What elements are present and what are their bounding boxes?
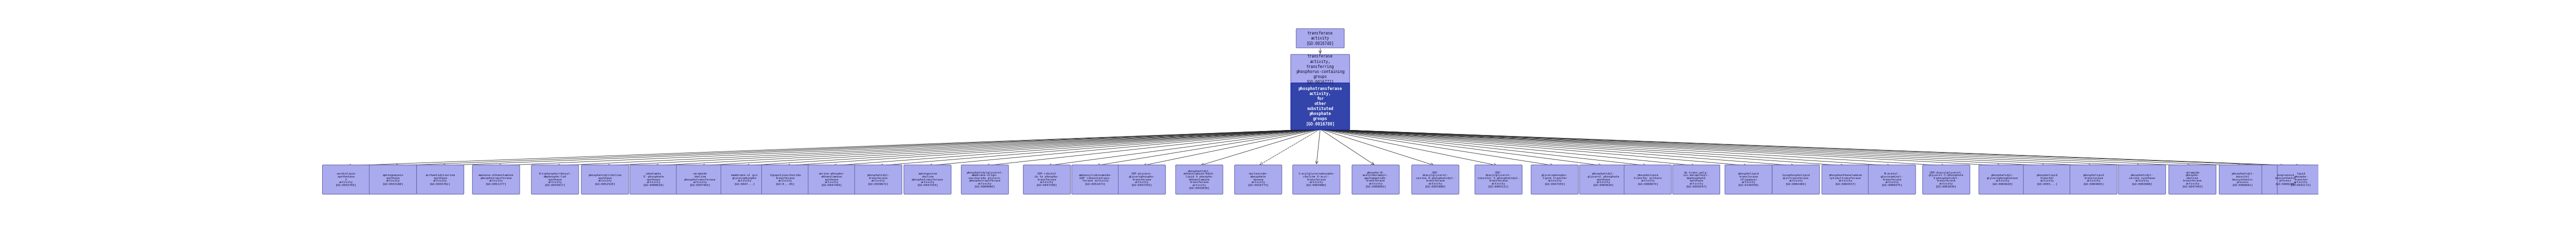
FancyBboxPatch shape	[2218, 165, 2267, 194]
FancyBboxPatch shape	[1726, 165, 1772, 194]
Text: phosphatidyl-
serine synthase
activity
[GO:0003988]: phosphatidyl- serine synthase activity […	[2128, 174, 2156, 185]
FancyBboxPatch shape	[2169, 165, 2215, 194]
Text: phospholipid
translocase
(flippase)
activity
[GO:0140359]: phospholipid translocase (flippase) acti…	[1739, 173, 1759, 186]
FancyBboxPatch shape	[1293, 165, 1340, 194]
Text: trisphosphoribosyl-
dephospho-CoA
synthase
activity
[GO:0043917]: trisphosphoribosyl- dephospho-CoA syntha…	[538, 173, 572, 186]
Text: phosphatidyl-
glycerophosphatase
activity
[GO:0004620]: phosphatidyl- glycerophosphatase activit…	[1986, 174, 2017, 185]
FancyBboxPatch shape	[721, 165, 768, 194]
FancyBboxPatch shape	[2117, 165, 2166, 194]
Text: CDP-glycero-
glycerophospho-
transferase
activity
[GO:0047355]: CDP-glycero- glycerophospho- transferase…	[1128, 173, 1154, 186]
FancyBboxPatch shape	[1234, 165, 1283, 194]
Text: CDP-ribitol
ib to phospho-
transferase
activity
[GO:0047358]: CDP-ribitol ib to phospho- transferase a…	[1036, 173, 1059, 186]
Text: phosphatidyl-
inositol
biosynthetic
process
[GO:0006661]: phosphatidyl- inositol biosynthetic proc…	[2231, 173, 2254, 186]
FancyBboxPatch shape	[1118, 165, 1164, 194]
Text: cobalamin
5'-phosphate
synthase
activity
[GO:0008818]: cobalamin 5'-phosphate synthase activity…	[644, 173, 665, 186]
FancyBboxPatch shape	[531, 165, 580, 194]
Text: phosphatidyl-
transferase
activity
[GO:0030672]: phosphatidyl- transferase activity [GO:0…	[868, 174, 889, 185]
Text: glycerophospho-
lipid transfer
activity
[GO:0047355]: glycerophospho- lipid transfer activity …	[1540, 174, 1569, 185]
Text: phosphatidylglycerol-
membrane-oligo-
saccharide glycero-
phosphotransferase
act: phosphatidylglycerol- membrane-oligo- sa…	[966, 171, 1002, 188]
Text: archaetidylserine
synthase
activity
[GO:0043761]: archaetidylserine synthase activity [GO:…	[425, 174, 456, 185]
FancyBboxPatch shape	[809, 165, 855, 194]
FancyBboxPatch shape	[677, 165, 724, 194]
FancyBboxPatch shape	[2022, 165, 2071, 194]
Text: sphingomyein
synthase
activity
[GO:0033188]: sphingomyein synthase activity [GO:00331…	[381, 174, 404, 185]
Text: phosphoethanolamine
cytidyltransferase
activity
[GO:0004557]: phosphoethanolamine cytidyltransferase a…	[1829, 174, 1862, 185]
FancyBboxPatch shape	[2262, 165, 2308, 194]
Text: phospholipid
transfer
activity
[GO:0055...]: phospholipid transfer activity [GO:0055.…	[2038, 174, 2058, 185]
FancyBboxPatch shape	[1291, 83, 1350, 130]
FancyBboxPatch shape	[629, 165, 677, 194]
Text: lipopolysaccharide
transferase
activity
[GO:0...95]: lipopolysaccharide transferase activity …	[770, 174, 801, 185]
FancyBboxPatch shape	[1175, 165, 1224, 194]
FancyBboxPatch shape	[2071, 165, 2117, 194]
Text: transferase
activity
[GO:0016740]: transferase activity [GO:0016740]	[1306, 31, 1334, 46]
Text: CDP-diacylglycerol-
glycerol-3-phosphate
3-phosphatidyl-
transferase
activity
[G: CDP-diacylglycerol- glycerol-3-phosphate…	[1929, 171, 1963, 188]
FancyBboxPatch shape	[1023, 165, 1072, 194]
Text: CDP-
diacylglycerol-
inositol 3-phosphatidyl-
transferase
activity
[GO:0004121]: CDP- diacylglycerol- inositol 3-phosphat…	[1479, 171, 1520, 188]
Text: phosphatidylcholine
synthase
activity
[GO:0052520]: phosphatidylcholine synthase activity [G…	[587, 174, 621, 185]
Text: adenosylcobinamide-
GDP ribazoletrans-
ferase activity
[GO:0051073]: adenosylcobinamide- GDP ribazoletrans- f…	[1079, 174, 1113, 185]
FancyBboxPatch shape	[1412, 165, 1458, 194]
FancyBboxPatch shape	[1772, 165, 1819, 194]
FancyBboxPatch shape	[1672, 165, 1721, 194]
Text: lysophospholipid
acyltransferase
activity
[GO:0004465]: lysophospholipid acyltransferase activit…	[1783, 174, 1811, 185]
FancyBboxPatch shape	[1978, 165, 2027, 194]
FancyBboxPatch shape	[762, 165, 809, 194]
Text: cardiolipin
synthetase
2
activity
[GO:0043783]: cardiolipin synthetase 2 activity [GO:00…	[335, 173, 355, 186]
Text: N-acetyl-
glucosaminyl-
transferase
activity
[GO:0008375]: N-acetyl- glucosaminyl- transferase acti…	[1880, 173, 1904, 186]
Text: phospholipid
translocase
activity
[GO:0004065]: phospholipid translocase activity [GO:00…	[2084, 174, 2105, 185]
Text: ceramide
choline
phosphotransferase
activity
[GO:0047463]: ceramide choline phosphotransferase acti…	[685, 173, 716, 186]
FancyBboxPatch shape	[1623, 165, 1672, 194]
FancyBboxPatch shape	[368, 165, 417, 194]
Text: CDP-
diacylglycerol-
serine O-phosphatidyl-
transferase
activity
[GO:0003988]: CDP- diacylglycerol- serine O-phosphatid…	[1417, 171, 1455, 188]
Text: membrane-ol gcs
glycerophospho
activity
[GO:0047...]: membrane-ol gcs glycerophospho activity …	[732, 174, 757, 185]
Text: lipid
phospho-
transfer
activity
[GO:0042172]: lipid phospho- transfer activity [GO:004…	[2290, 173, 2311, 186]
Text: mannose-ethanolamine
phosphotransferase
activity
[GO:0051377]: mannose-ethanolamine phosphotransferase …	[479, 174, 513, 185]
FancyBboxPatch shape	[904, 165, 951, 194]
FancyBboxPatch shape	[1476, 165, 1522, 194]
Text: phospholipid
transfer protein
activity
[GO:0008973]: phospholipid transfer protein activity […	[1633, 174, 1662, 185]
FancyBboxPatch shape	[855, 165, 902, 194]
Text: di-trans,poly-
cis-decaprenyl-
diphosphate
synthase
activity
[GO:0050347]: di-trans,poly- cis-decaprenyl- diphospha…	[1682, 171, 1710, 188]
FancyBboxPatch shape	[417, 165, 464, 194]
FancyBboxPatch shape	[961, 165, 1010, 194]
FancyBboxPatch shape	[1291, 55, 1350, 84]
FancyBboxPatch shape	[471, 165, 520, 194]
Text: isoprenoid
biosynthetic
process
[GO:0008299]: isoprenoid biosynthetic process [GO:0008…	[2275, 174, 2295, 185]
FancyBboxPatch shape	[1530, 165, 1579, 194]
FancyBboxPatch shape	[2277, 165, 2324, 194]
FancyBboxPatch shape	[1296, 29, 1345, 48]
FancyBboxPatch shape	[1868, 165, 1917, 194]
FancyBboxPatch shape	[1352, 165, 1399, 194]
FancyBboxPatch shape	[1579, 165, 1628, 194]
Text: nucleoside-
phosphate
kinase
activity
[GO:0016773]: nucleoside- phosphate kinase activity [G…	[1247, 173, 1270, 186]
FancyBboxPatch shape	[1072, 165, 1118, 194]
Text: 1-acylglycerophospho-
choline O-acyl-
transferase
activity
[GO:0003986]: 1-acylglycerophospho- choline O-acyl- tr…	[1298, 173, 1334, 186]
Text: phosphatidyl-
glycerol phosphate
synthase
activity
[GO:0004620]: phosphatidyl- glycerol phosphate synthas…	[1587, 173, 1618, 186]
FancyBboxPatch shape	[582, 165, 629, 194]
Text: ceramide
phospho-
choline
transferase
activity
[GO:0047463]: ceramide phospho- choline transferase ac…	[2182, 171, 2202, 188]
FancyBboxPatch shape	[1922, 165, 1971, 194]
Text: transferase
activity,
transferring
phosphorus-containing
groups
[GO:0016772]: transferase activity, transferring phosp…	[1296, 54, 1345, 84]
Text: phospho-N-
acetylmuramoyl-
pentapeptide-
transferase
activity
[GO:0008963]: phospho-N- acetylmuramoyl- pentapeptide-…	[1363, 171, 1388, 188]
Text: phosphotransferase
activity,
for
other
substituted
phosphate
groups
[GO:0016780]: phosphotransferase activity, for other s…	[1298, 87, 1342, 126]
Text: sphingosine
choline
phosphotransferase
activity
[GO:0047354]: sphingosine choline phosphotransferase a…	[912, 173, 943, 186]
FancyBboxPatch shape	[322, 165, 371, 194]
Text: phosphatidyl-
ethanolamine:Kdo2-
lipid A phospho-
ethanolamine
transferase
activ: phosphatidyl- ethanolamine:Kdo2- lipid A…	[1182, 170, 1216, 189]
FancyBboxPatch shape	[1821, 165, 1870, 194]
Text: serine-phospho-
ethanolamine
synthase
activity
[GO:0047404]: serine-phospho- ethanolamine synthase ac…	[819, 173, 845, 186]
